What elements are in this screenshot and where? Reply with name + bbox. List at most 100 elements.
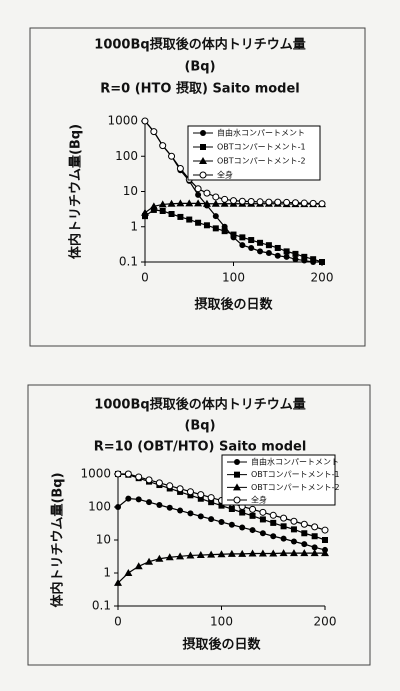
x-tick-label: 200 — [311, 271, 334, 285]
y-tick-label: 100 — [88, 500, 111, 514]
point — [114, 578, 122, 586]
point — [248, 549, 257, 557]
point — [125, 495, 132, 502]
point — [311, 544, 318, 551]
point — [207, 550, 216, 558]
point — [265, 242, 272, 249]
point — [115, 504, 121, 510]
point — [238, 549, 247, 557]
point — [289, 549, 298, 557]
legend-label: 全身 — [251, 495, 267, 505]
point — [155, 554, 164, 562]
point — [141, 117, 149, 125]
y-axis-label: 体内トリチウム量(Bq) — [50, 472, 66, 607]
point — [176, 485, 184, 493]
point — [265, 198, 273, 206]
point — [321, 526, 329, 534]
point — [319, 259, 325, 265]
y-tick-label: 1000 — [107, 114, 138, 128]
point — [258, 549, 267, 557]
point — [187, 510, 194, 517]
point — [135, 473, 143, 481]
point — [300, 199, 308, 207]
point — [239, 242, 246, 249]
point — [168, 152, 176, 160]
point — [197, 491, 205, 499]
legend-label: OBTコンパートメント-2 — [251, 483, 340, 492]
point — [221, 228, 228, 235]
point — [185, 199, 194, 207]
point — [141, 208, 149, 216]
x-tick-label: 100 — [210, 615, 233, 629]
point — [220, 199, 229, 207]
legend-label: OBTコンパートメント-1 — [251, 470, 340, 479]
legend-label: 全身 — [217, 170, 233, 180]
point — [310, 549, 319, 557]
series-markers — [115, 471, 328, 543]
point — [259, 530, 266, 537]
legend-label: OBTコンパートメント-2 — [217, 157, 306, 166]
point — [159, 207, 166, 214]
point — [150, 128, 158, 136]
point — [212, 225, 219, 232]
x-tick-label: 0 — [114, 615, 122, 629]
point — [292, 250, 299, 257]
point — [197, 513, 204, 520]
point — [142, 213, 148, 220]
point — [247, 198, 255, 206]
point — [311, 533, 318, 540]
point — [168, 210, 175, 217]
y-tick-label: 0.1 — [92, 599, 111, 613]
chart-title: 1000Bq摂取後の体内トリチウム量 — [94, 397, 305, 413]
point — [290, 538, 297, 545]
legend-label: 自由水コンパートメント — [251, 457, 339, 467]
point — [269, 511, 277, 519]
point — [301, 253, 308, 260]
point — [166, 504, 173, 511]
point — [310, 256, 317, 263]
point — [249, 505, 257, 513]
point — [176, 199, 185, 207]
point — [322, 537, 328, 543]
point — [309, 199, 317, 207]
series-markers — [115, 495, 328, 553]
point — [195, 191, 202, 198]
series-markers — [141, 117, 326, 208]
point — [290, 526, 297, 533]
point — [274, 244, 281, 251]
y-axis-label: 体内トリチウム量(Bq) — [68, 124, 84, 259]
point — [292, 256, 299, 263]
point — [186, 216, 193, 223]
point — [156, 501, 163, 508]
point — [146, 499, 153, 506]
y-tick-label: 1000 — [80, 467, 111, 481]
point — [301, 541, 308, 548]
point — [228, 505, 235, 512]
legend-marker — [234, 459, 240, 465]
series-markers — [142, 206, 325, 265]
point — [321, 549, 329, 557]
legend-marker — [200, 130, 206, 136]
point — [257, 248, 264, 255]
point — [186, 551, 195, 559]
point — [279, 549, 288, 557]
point — [280, 535, 287, 542]
chart-title: R=10 (OBT/HTO) Saito model — [94, 440, 307, 455]
point — [145, 557, 154, 565]
point — [176, 164, 184, 172]
point — [202, 199, 211, 207]
legend-marker — [233, 496, 241, 504]
point — [150, 206, 157, 213]
point — [274, 252, 281, 259]
point — [149, 202, 158, 210]
chart-frame — [29, 27, 366, 347]
point — [283, 248, 290, 255]
y-tick-label: 100 — [115, 149, 138, 163]
point — [211, 199, 220, 207]
point — [274, 198, 282, 206]
point — [228, 521, 235, 528]
point — [221, 195, 229, 203]
point — [212, 193, 220, 201]
point — [300, 549, 309, 557]
